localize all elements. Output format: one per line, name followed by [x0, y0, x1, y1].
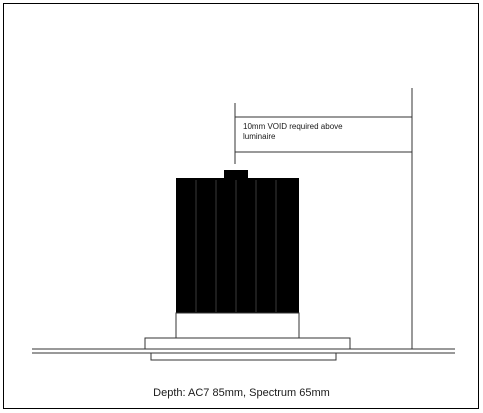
luminaire-top-cap	[224, 170, 248, 180]
void-annotation-line-1: 10mm VOID required above	[243, 122, 343, 131]
ceiling-line	[32, 348, 455, 354]
void-annotation: 10mm VOID required above luminaire	[243, 122, 413, 142]
depth-caption: Depth: AC7 85mm, Spectrum 65mm	[153, 387, 330, 399]
void-dimension-lines	[234, 88, 413, 349]
luminaire-body	[176, 178, 299, 313]
void-annotation-line-2: luminaire	[243, 132, 276, 141]
luminaire-lower-housing	[175, 312, 300, 339]
luminaire-trim	[144, 337, 351, 361]
